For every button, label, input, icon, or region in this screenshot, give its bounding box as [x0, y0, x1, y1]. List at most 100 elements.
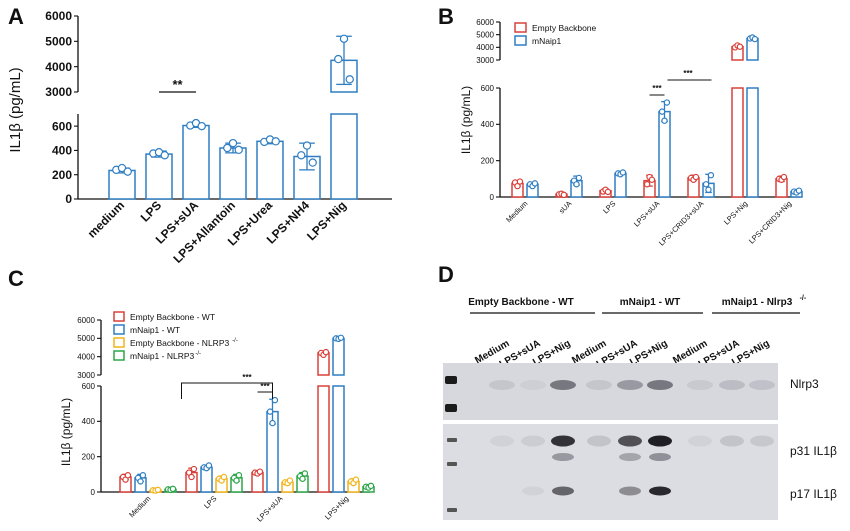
data-point: [271, 137, 280, 146]
p31-band: [521, 435, 545, 447]
ladder-marker: [445, 376, 457, 384]
y-axis-title: IL1β (pg/mL): [459, 86, 473, 154]
x-tick-label: Medium: [504, 199, 529, 224]
data-point: [322, 348, 330, 356]
p31-band: [490, 435, 514, 447]
y-tick-label: 4000: [476, 43, 494, 52]
y-axis-title: IL1β (pg/mL): [7, 67, 24, 152]
y-tick-label: 5000: [77, 334, 95, 343]
y-tick-label: 400: [82, 417, 96, 426]
data-point: [286, 477, 294, 484]
p31-band: [618, 435, 642, 447]
legend-label: mNaip1 - NLRP3: [130, 351, 195, 361]
blot-band-label: Nlrp3: [790, 377, 819, 391]
y-tick-label: 6000: [45, 9, 72, 23]
data-point: [643, 181, 651, 188]
y-tick-label: 400: [481, 120, 495, 129]
data-point: [575, 174, 583, 182]
chart-panel-a: 0 200 400 600 3000 4000 5000 6000 IL1β (pg/mL) me…: [7, 9, 392, 266]
p31-band-lower: [552, 453, 574, 461]
y-tick-label: 600: [82, 382, 96, 391]
western-blot-panel: Empty Backbone - WT mNaip1 - WT mNaip1 - N…: [443, 295, 837, 520]
bar: [256, 140, 284, 200]
blot-bottom-membrane: [443, 424, 778, 520]
data-point: [205, 462, 213, 469]
legend-superscript: -/-: [232, 338, 238, 344]
data-point: [661, 117, 668, 124]
data-point: [266, 408, 274, 415]
data-point: [692, 173, 700, 181]
y-axis-title: IL1β (pg/mL): [59, 398, 73, 466]
x-tick-label: LPS+sUA: [632, 199, 662, 229]
data-point: [345, 75, 354, 84]
ladder-marker: [447, 462, 457, 466]
data-point: [663, 99, 671, 106]
blot-group-label: Empty Backbone - WT: [468, 297, 574, 308]
data-point: [736, 43, 744, 50]
y-tick-label: 6000: [476, 18, 494, 27]
p31-band: [551, 435, 575, 447]
y-tick-label: 0: [65, 192, 72, 206]
data-point: [531, 180, 539, 187]
x-tick-label: LPS+CRID3+Nig: [747, 199, 793, 245]
data-point: [139, 472, 147, 479]
y-tick-label: 5000: [476, 30, 494, 39]
data-point: [123, 167, 132, 176]
y-tick-label: 3000: [45, 85, 72, 99]
x-tick-label: Medium: [127, 494, 152, 519]
x-tick-label: LPS: [202, 494, 218, 510]
data-point: [137, 478, 144, 485]
x-tick-label: LPS+CRID3+sUA: [657, 199, 706, 248]
legend-swatch: [113, 350, 125, 361]
blot-group-label: mNaip1 - Nlrp3: [722, 297, 793, 308]
data-point: [228, 138, 238, 148]
data-point: [235, 472, 243, 479]
blot-group-label: mNaip1 - WT: [620, 297, 681, 308]
blot-group-superscript: -/-: [800, 295, 807, 302]
data-point: [795, 187, 803, 194]
chart-panel-c: 0 200 400 600 3000 4000 5000 6000 IL1β (pg/mL) Me…: [59, 311, 375, 524]
data-point: [188, 473, 195, 481]
y-tick-label: 6000: [77, 316, 95, 325]
x-tick-label: LPS: [138, 198, 164, 224]
y-tick-label: 4000: [77, 352, 95, 361]
y-tick-label: 600: [52, 119, 72, 133]
data-point: [334, 54, 343, 64]
data-point: [271, 396, 279, 404]
nlrp3-band: [586, 380, 612, 390]
data-point: [220, 473, 228, 481]
data-point: [160, 151, 169, 160]
x-tick-label: sUA: [557, 199, 573, 215]
bar-upper: [332, 337, 345, 376]
data-point: [619, 169, 627, 176]
p31-band: [750, 435, 774, 447]
data-point: [604, 188, 612, 196]
significance-label: ***: [242, 373, 252, 382]
y-tick-label: 200: [52, 168, 72, 182]
p31-band: [720, 435, 744, 447]
data-point: [780, 173, 788, 181]
legend-label: Empty Backbone - WT: [130, 312, 215, 322]
x-tick-label: LPS+Nig: [304, 198, 349, 243]
data-point: [256, 468, 264, 475]
x-tick-label: LPS+sUA: [255, 494, 285, 524]
legend-superscript: -/-: [195, 351, 201, 357]
x-tick-label: LPS: [601, 199, 617, 215]
data-point: [234, 145, 243, 155]
nlrp3-band: [520, 380, 546, 390]
data-point: [751, 35, 759, 43]
data-point: [707, 171, 715, 179]
data-point: [658, 108, 666, 115]
blot-top-membrane: [443, 363, 778, 420]
bar: [145, 153, 173, 200]
data-point: [117, 163, 127, 173]
data-point: [297, 151, 306, 160]
nlrp3-band: [647, 380, 673, 390]
y-tick-label: 3000: [77, 371, 95, 380]
p17-band: [522, 486, 544, 496]
data-point: [308, 158, 317, 167]
y-tick-label: 200: [82, 452, 96, 461]
data-point: [299, 475, 306, 482]
legend-label: mNaip1: [532, 36, 562, 46]
